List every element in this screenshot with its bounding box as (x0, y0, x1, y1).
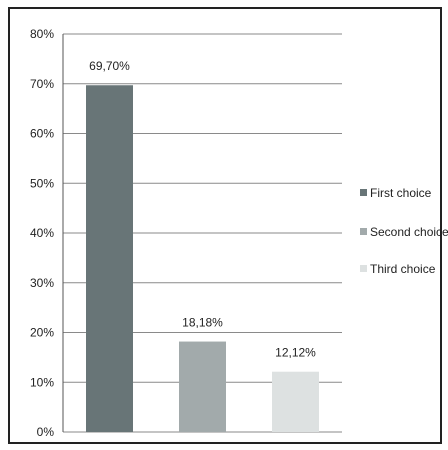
y-tick-label: 50% (30, 176, 54, 190)
data-label-2: 18,18% (182, 316, 223, 330)
y-axis-ticks: 0% 10% 20% 30% 40% 50% 60% 70% 80% (30, 27, 54, 439)
legend-swatch-3 (360, 265, 367, 272)
data-label-1: 69,70% (89, 59, 130, 73)
legend-swatch-2 (360, 228, 367, 235)
y-tick-label: 0% (37, 425, 55, 439)
y-tick-label: 20% (30, 326, 54, 340)
legend-swatch-1 (360, 189, 367, 196)
y-tick-label: 10% (30, 375, 54, 389)
y-tick-label: 60% (30, 127, 54, 141)
y-tick-label: 70% (30, 77, 54, 91)
y-tick-label: 80% (30, 27, 54, 41)
legend: First choice Second choice Third choice (360, 186, 448, 276)
legend-label-1: First choice (370, 186, 432, 200)
bar-1 (86, 85, 133, 432)
bar-3 (272, 372, 319, 432)
data-label-3: 12,12% (275, 346, 316, 360)
y-tick-label: 30% (30, 276, 54, 290)
legend-label-3: Third choice (370, 262, 436, 276)
bars (86, 85, 319, 432)
bar-2 (179, 342, 226, 432)
y-tick-label: 40% (30, 226, 54, 240)
legend-label-2: Second choice (370, 225, 448, 239)
